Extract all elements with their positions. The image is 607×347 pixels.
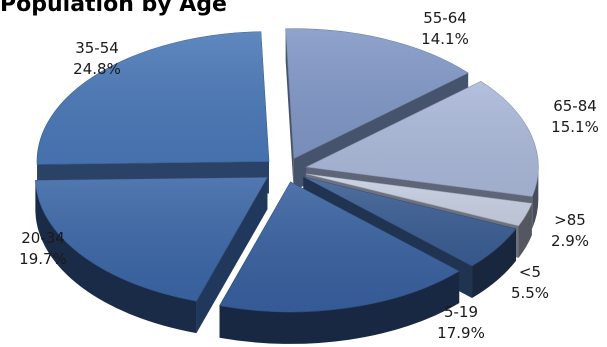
slice-percent: 15.1%	[551, 118, 599, 136]
slice-sheen	[219, 181, 460, 312]
slice-wall	[285, 28, 294, 191]
slice-rim	[518, 203, 532, 258]
pie-slices	[35, 28, 539, 344]
slice-category: 5-19	[443, 303, 479, 321]
slice-label: 55-64 14.1%	[421, 8, 469, 50]
pie-slice	[36, 31, 270, 197]
slice-label: 20-34 19.7%	[19, 228, 67, 270]
slice-sheen	[306, 81, 539, 197]
slice-label: >85 2.9%	[551, 210, 589, 252]
slice-category: 35-54	[75, 39, 119, 57]
slice-category: <5	[518, 263, 542, 281]
slice-label: 65-84 15.1%	[551, 96, 599, 138]
slice-category: >85	[554, 211, 586, 229]
slice-wall	[196, 177, 268, 334]
slice-sheen	[285, 28, 469, 159]
slice-percent: 5.5%	[510, 284, 550, 302]
slice-label: 5-19 17.9%	[437, 302, 485, 344]
slice-sheen	[305, 173, 532, 226]
slice-rim	[35, 180, 197, 334]
slice-percent: 19.7%	[19, 250, 67, 268]
slice-percent: 24.8%	[73, 60, 121, 78]
slice-percent: 2.9%	[550, 232, 590, 250]
pie-slice	[35, 177, 268, 334]
chart-title: Population by Age	[0, 0, 227, 17]
slice-sheen	[37, 31, 270, 165]
slice-label: 35-54 24.8%	[73, 38, 121, 80]
slice-rim	[219, 271, 460, 344]
slice-percent: 17.9%	[437, 324, 485, 342]
slice-category: 20-34	[21, 229, 65, 247]
slice-category: 55-64	[423, 9, 467, 27]
slice-label: <5 5.5%	[511, 262, 549, 304]
slice-sheen	[35, 177, 268, 302]
slice-category: 65-84	[553, 97, 597, 115]
slice-sheen	[303, 176, 517, 267]
pie-slice	[219, 181, 460, 344]
slice-percent: 14.1%	[421, 30, 469, 48]
slice-rim	[472, 228, 517, 299]
